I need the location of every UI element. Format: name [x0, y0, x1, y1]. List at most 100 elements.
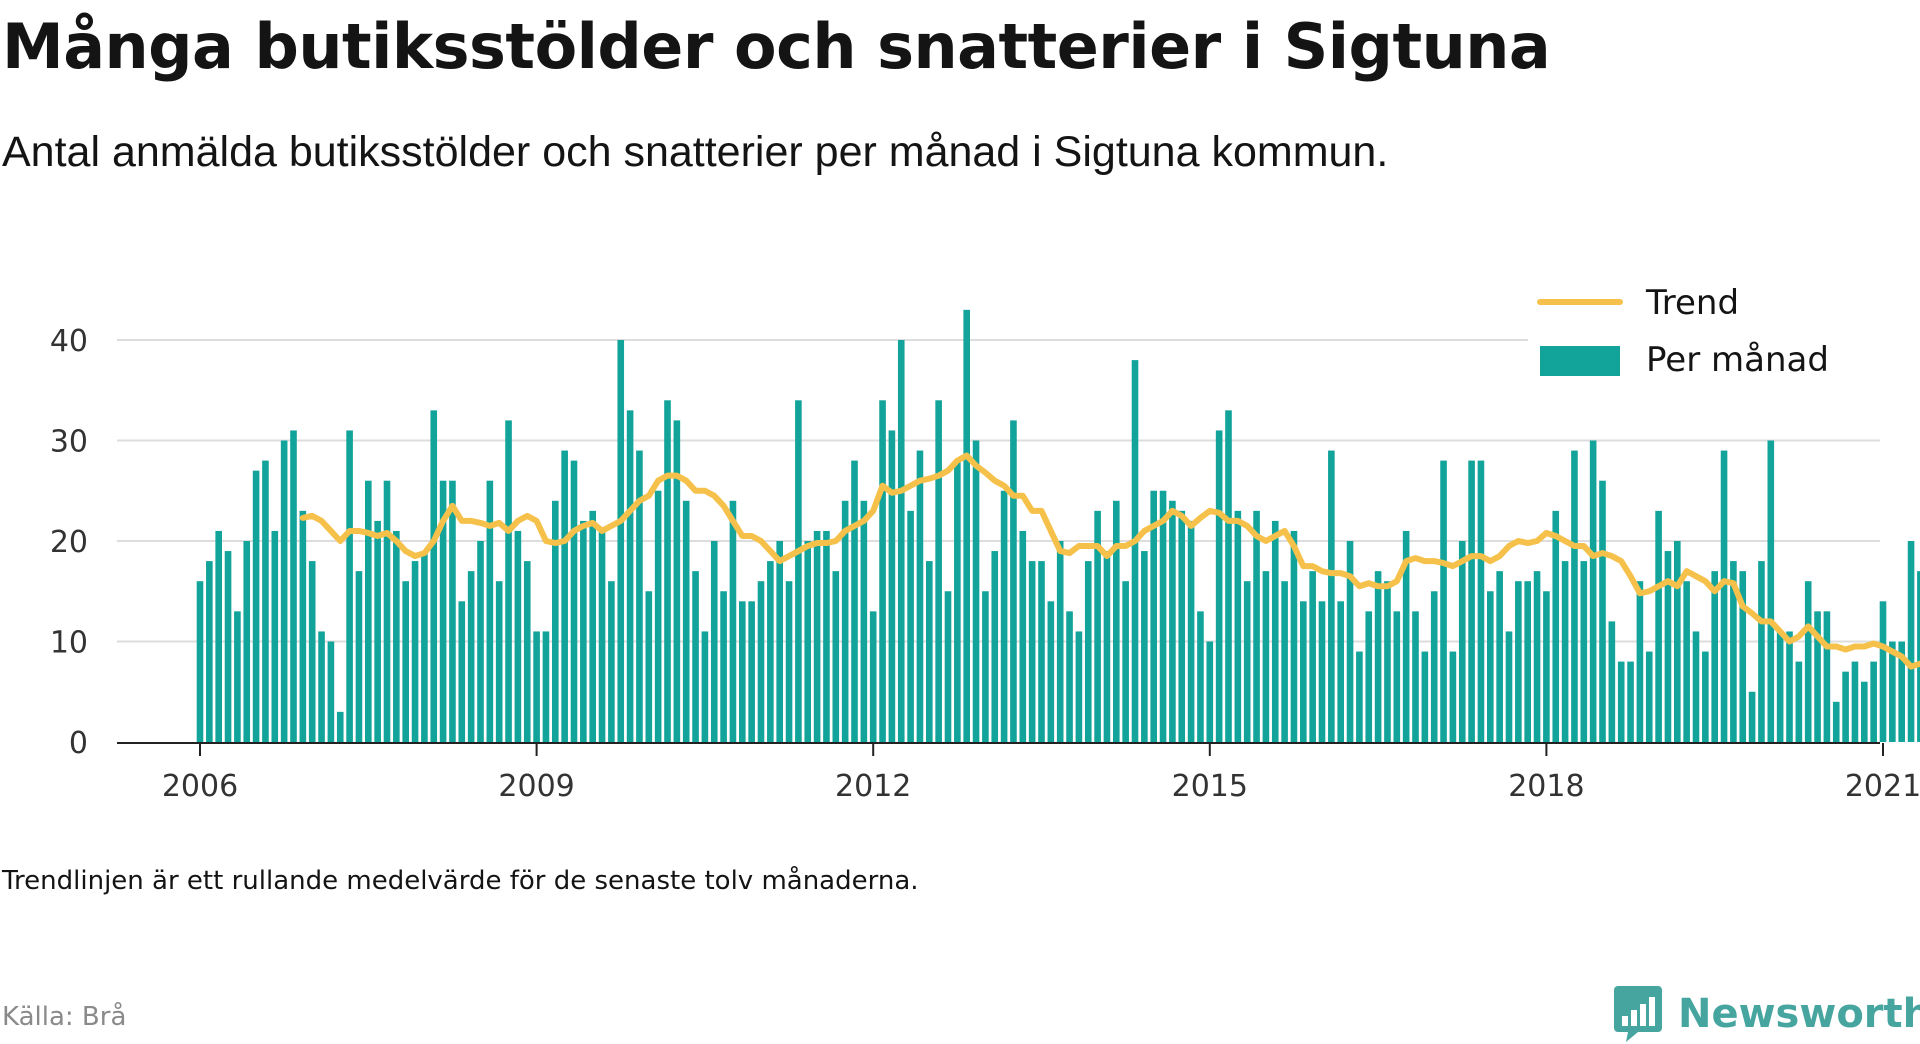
bar [1019, 530, 1027, 742]
bar [196, 581, 204, 742]
bar [1318, 601, 1326, 742]
bar [290, 430, 297, 742]
bar [402, 581, 409, 742]
bar [598, 530, 606, 742]
bar [654, 490, 662, 742]
bar [1674, 541, 1681, 742]
bar [1468, 460, 1475, 742]
bar [673, 420, 681, 742]
bar [1346, 541, 1354, 742]
bar [1739, 571, 1747, 742]
bar [561, 450, 568, 742]
bar [486, 480, 494, 742]
bar [523, 561, 531, 742]
bar [944, 591, 952, 742]
bar [589, 510, 596, 742]
bar [1253, 510, 1260, 742]
bar [1234, 510, 1242, 742]
bar [1898, 641, 1905, 742]
bar [1477, 460, 1485, 742]
bar [580, 520, 587, 742]
x-tick-label: 2009 [498, 769, 574, 804]
bar [626, 410, 634, 742]
bar [916, 450, 924, 742]
bar-series [196, 309, 1920, 742]
legend-bar-label: Per månad [1646, 340, 1829, 380]
bar [1617, 661, 1625, 742]
bar [1832, 701, 1840, 742]
chart-title: Många butiksstölder och snatterier i Sig… [2, 10, 1551, 83]
bar [1795, 661, 1803, 742]
bar [608, 581, 615, 742]
bar [1889, 641, 1896, 742]
bar [552, 500, 559, 742]
y-tick-label: 10 [50, 626, 88, 661]
x-axis-ticks: 2006200920122015201820212023 [162, 743, 1920, 804]
bar [299, 510, 307, 742]
bar [1206, 641, 1214, 742]
bar [1543, 591, 1550, 742]
bar [1309, 571, 1316, 742]
bar [1720, 450, 1728, 742]
bar [215, 530, 222, 742]
bar [1767, 440, 1775, 742]
bar [1786, 631, 1793, 742]
bar [1094, 510, 1101, 742]
source-credit: Källa: Brå [2, 1002, 127, 1032]
bar [1458, 541, 1466, 742]
bar [318, 631, 325, 742]
bar [692, 571, 699, 742]
bar [1281, 581, 1288, 742]
bar [458, 601, 466, 742]
bar [1842, 671, 1849, 742]
bar [252, 470, 260, 742]
bar [1187, 520, 1195, 742]
bar [346, 430, 353, 742]
bar [234, 611, 241, 742]
bar [1384, 581, 1391, 742]
bar [860, 500, 868, 742]
bar [1505, 631, 1513, 742]
bar [1711, 571, 1718, 742]
bar [851, 460, 858, 742]
bar [1907, 541, 1915, 742]
bar [262, 460, 269, 742]
bar [355, 571, 363, 742]
bar [1524, 581, 1531, 742]
bar [888, 430, 896, 742]
bar [1421, 651, 1429, 742]
bar [421, 551, 428, 742]
bar [1702, 651, 1709, 742]
x-tick-label: 2018 [1508, 769, 1584, 804]
bar [542, 631, 550, 742]
bar [206, 561, 213, 742]
bar [1814, 611, 1821, 742]
bar [907, 510, 914, 742]
bar [1337, 601, 1344, 742]
bar [1103, 551, 1111, 742]
bar [1402, 530, 1410, 742]
bar [1038, 561, 1045, 742]
legend-bar-swatch [1540, 346, 1620, 376]
bar [739, 601, 746, 742]
bar [1851, 661, 1859, 742]
bar [336, 711, 344, 742]
bar [1215, 430, 1223, 742]
bar [785, 581, 793, 742]
x-tick-label: 2015 [1172, 769, 1248, 804]
bar [1290, 530, 1298, 742]
bar [1580, 561, 1588, 742]
bar [449, 480, 456, 742]
bar [963, 309, 970, 742]
bar [869, 611, 877, 742]
bar [972, 440, 980, 742]
bar [467, 571, 475, 742]
y-axis-ticks: 0 10 20 30 40 [50, 324, 88, 761]
bar [243, 541, 251, 742]
bar [1393, 611, 1401, 742]
bar [1084, 561, 1092, 742]
bar [411, 561, 419, 742]
bar [495, 581, 503, 742]
bar [1664, 551, 1672, 742]
